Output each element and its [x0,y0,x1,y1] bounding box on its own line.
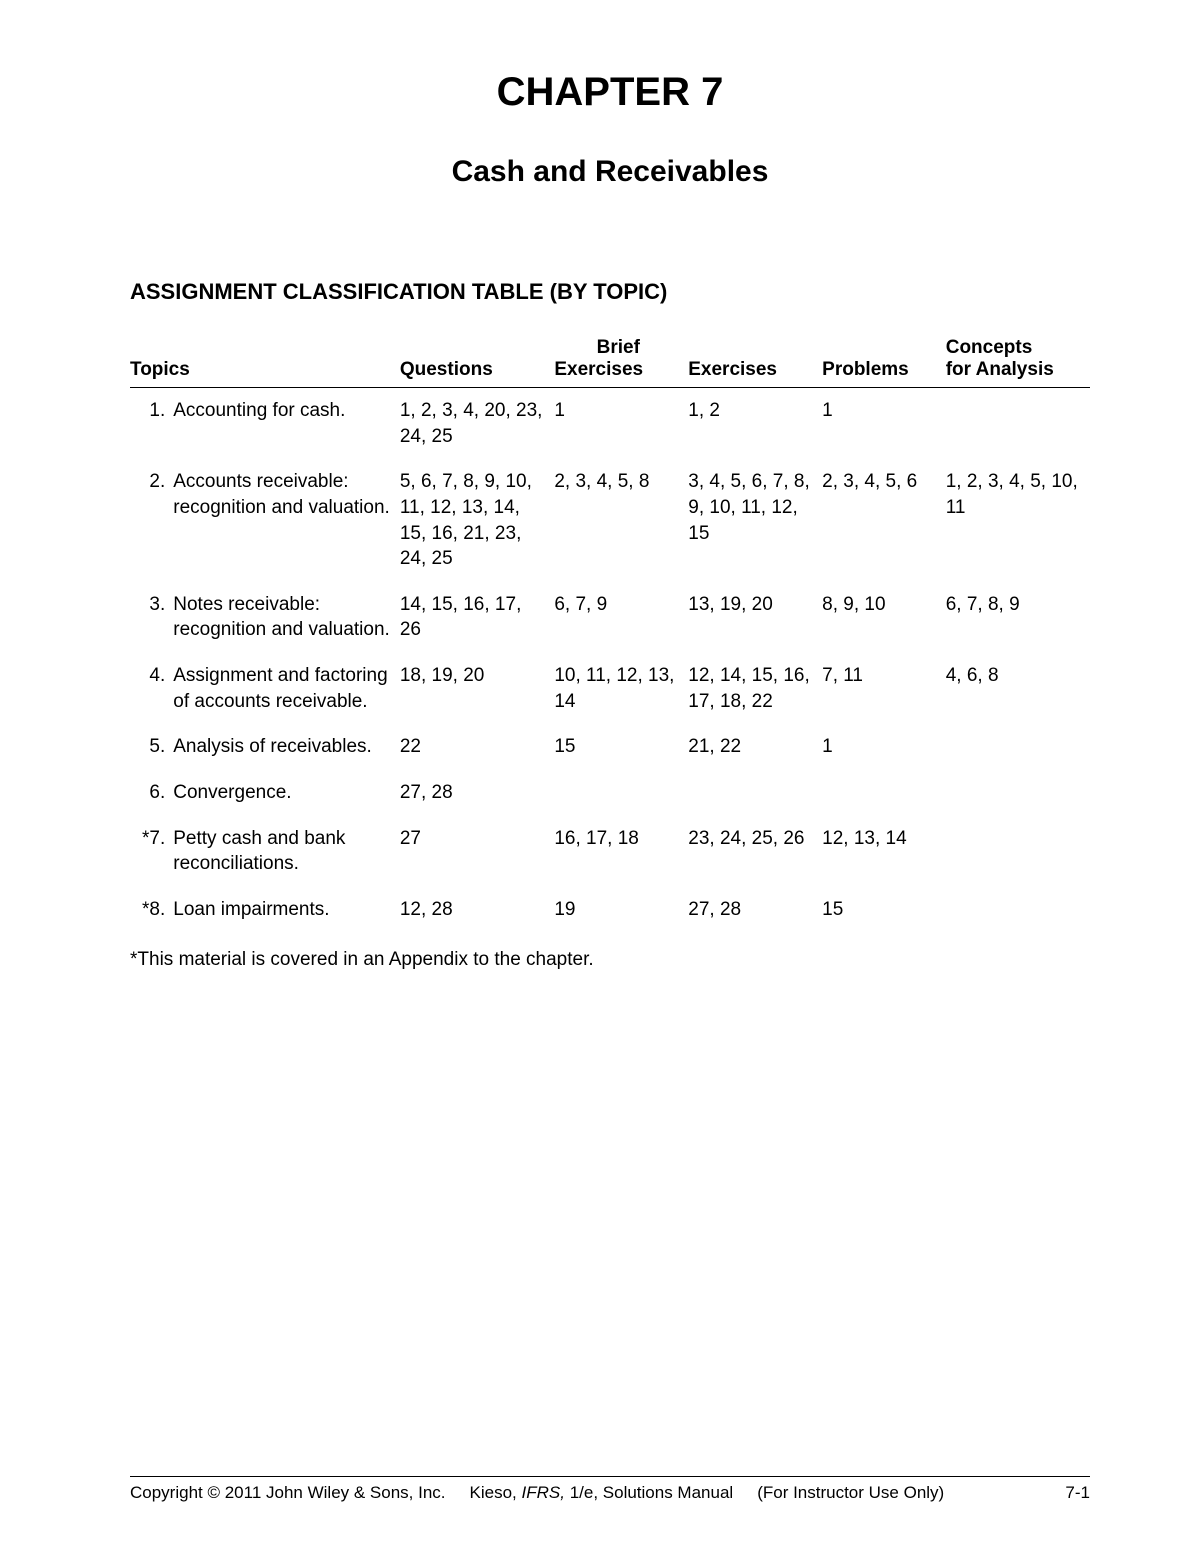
concepts-line1: Concepts [946,337,1084,359]
row-questions: 12, 28 [400,887,555,933]
brief-exercises-line1: Brief [554,337,682,359]
row-problems: 1 [822,388,946,460]
row-concepts [946,724,1090,770]
row-questions: 18, 19, 20 [400,653,555,724]
row-exercises: 27, 28 [688,887,822,933]
row-brief [554,770,688,816]
col-header-concepts: Concepts for Analysis [946,333,1090,388]
row-concepts [946,816,1090,887]
section-heading: ASSIGNMENT CLASSIFICATION TABLE (BY TOPI… [130,279,1090,305]
row-num: 5. [130,724,173,770]
row-brief: 16, 17, 18 [554,816,688,887]
row-questions: 27 [400,816,555,887]
brief-exercises-line2: Exercises [554,359,682,381]
table-row: 1. Accounting for cash. 1, 2, 3, 4, 20, … [130,388,1090,460]
row-concepts: 1, 2, 3, 4, 5, 10, 11 [946,459,1090,582]
row-topic: Accounts receivable: recognition and val… [173,459,400,582]
table-row: *8. Loan impairments. 12, 28 19 27, 28 1… [130,887,1090,933]
row-brief: 1 [554,388,688,460]
footer-note: (For Instructor Use Only) [757,1483,944,1503]
col-header-exercises: Exercises [688,333,822,388]
row-problems: 7, 11 [822,653,946,724]
table-row: 2. Accounts receivable: recognition and … [130,459,1090,582]
footer-book: Kieso, IFRS, 1/e, Solutions Manual [470,1483,734,1503]
chapter-subtitle: Cash and Receivables [130,155,1090,189]
document-page: CHAPTER 7 Cash and Receivables ASSIGNMEN… [0,0,1200,1553]
row-topic: Notes receivable: recognition and valuat… [173,582,400,653]
row-topic: Assignment and factoring of accounts rec… [173,653,400,724]
row-topic: Accounting for cash. [173,388,400,460]
row-brief: 6, 7, 9 [554,582,688,653]
row-concepts [946,388,1090,460]
row-problems: 12, 13, 14 [822,816,946,887]
table-row: 4. Assignment and factoring of accounts … [130,653,1090,724]
row-brief: 15 [554,724,688,770]
col-header-topics: Topics [130,333,400,388]
row-questions: 14, 15, 16, 17, 26 [400,582,555,653]
row-problems: 15 [822,887,946,933]
row-num: 1. [130,388,173,460]
row-brief: 2, 3, 4, 5, 8 [554,459,688,582]
row-questions: 1, 2, 3, 4, 20, 23, 24, 25 [400,388,555,460]
row-num: *8. [130,887,173,933]
row-num: 2. [130,459,173,582]
row-topic: Petty cash and bank reconciliations. [173,816,400,887]
chapter-title: CHAPTER 7 [130,70,1090,115]
row-problems: 2, 3, 4, 5, 6 [822,459,946,582]
appendix-footnote: *This material is covered in an Appendix… [130,949,1090,971]
footer-copyright: Copyright © 2011 John Wiley & Sons, Inc. [130,1483,446,1503]
row-questions: 5, 6, 7, 8, 9, 10, 11, 12, 13, 14, 15, 1… [400,459,555,582]
row-questions: 22 [400,724,555,770]
row-concepts: 4, 6, 8 [946,653,1090,724]
row-num: 6. [130,770,173,816]
concepts-line2: for Analysis [946,359,1084,381]
table-row: 5. Analysis of receivables. 22 15 21, 22… [130,724,1090,770]
row-topic: Loan impairments. [173,887,400,933]
col-header-brief-exercises: Brief Exercises [554,333,688,388]
table-row: *7. Petty cash and bank reconciliations.… [130,816,1090,887]
table-header-row: Topics Questions Brief Exercises Exercis… [130,333,1090,388]
classification-table: Topics Questions Brief Exercises Exercis… [130,333,1090,933]
row-num: 3. [130,582,173,653]
footer-page-number: 7-1 [1065,1483,1090,1503]
row-brief: 19 [554,887,688,933]
table-body: 1. Accounting for cash. 1, 2, 3, 4, 20, … [130,388,1090,933]
row-topic: Convergence. [173,770,400,816]
row-concepts [946,770,1090,816]
row-concepts [946,887,1090,933]
row-exercises: 23, 24, 25, 26 [688,816,822,887]
page-footer: Copyright © 2011 John Wiley & Sons, Inc.… [130,1476,1090,1503]
row-num: 4. [130,653,173,724]
row-problems: 8, 9, 10 [822,582,946,653]
row-exercises: 12, 14, 15, 16, 17, 18, 22 [688,653,822,724]
footer-left: Copyright © 2011 John Wiley & Sons, Inc.… [130,1483,944,1503]
row-brief: 10, 11, 12, 13, 14 [554,653,688,724]
row-questions: 27, 28 [400,770,555,816]
row-problems [822,770,946,816]
table-row: 6. Convergence. 27, 28 [130,770,1090,816]
row-problems: 1 [822,724,946,770]
col-header-questions: Questions [400,333,555,388]
row-exercises: 13, 19, 20 [688,582,822,653]
row-exercises [688,770,822,816]
row-concepts: 6, 7, 8, 9 [946,582,1090,653]
table-row: 3. Notes receivable: recognition and val… [130,582,1090,653]
row-exercises: 3, 4, 5, 6, 7, 8, 9, 10, 11, 12, 15 [688,459,822,582]
row-exercises: 21, 22 [688,724,822,770]
row-topic: Analysis of receivables. [173,724,400,770]
row-num: *7. [130,816,173,887]
row-exercises: 1, 2 [688,388,822,460]
col-header-problems: Problems [822,333,946,388]
